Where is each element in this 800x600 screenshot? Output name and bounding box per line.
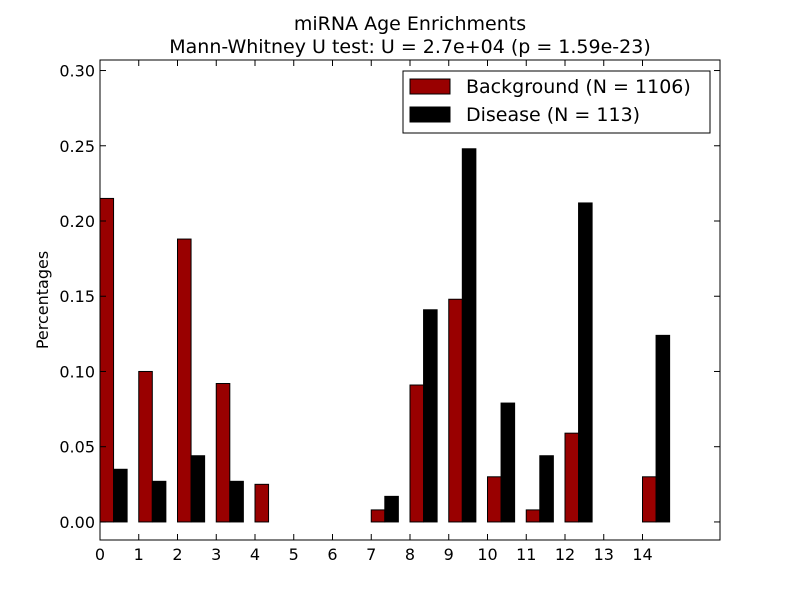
bar-background-10 xyxy=(487,476,502,523)
plot-frame xyxy=(99,59,721,541)
bar-disease-14 xyxy=(655,334,671,523)
x-tick-label: 3 xyxy=(211,545,221,564)
x-tick-label: 12 xyxy=(555,545,575,564)
bar-disease-7 xyxy=(384,495,399,523)
legend-swatch xyxy=(409,106,451,123)
legend-swatch xyxy=(409,78,451,95)
y-tick-label: 0.15 xyxy=(59,287,95,306)
y-tick-label: 0.10 xyxy=(59,362,95,381)
x-tick-label: 14 xyxy=(632,545,652,564)
legend-box xyxy=(402,70,711,134)
bar-disease-8 xyxy=(423,309,438,523)
bar-disease-3 xyxy=(229,480,244,523)
bar-background-7 xyxy=(370,509,386,523)
y-tick-label: 0.05 xyxy=(59,438,95,457)
y-tick-label: 0.30 xyxy=(59,62,95,81)
bar-background-0 xyxy=(99,197,115,523)
bar-background-11 xyxy=(525,509,541,523)
bar-background-14 xyxy=(642,476,657,523)
bar-disease-10 xyxy=(500,402,516,523)
x-tick-label: 8 xyxy=(405,545,415,564)
legend: Background (N = 1106) Disease (N = 113) xyxy=(402,70,711,134)
x-tick-label: 7 xyxy=(366,545,376,564)
bar-background-1 xyxy=(138,370,153,523)
bar-background-2 xyxy=(177,238,192,523)
x-tick-label: 4 xyxy=(250,545,260,564)
x-tick-label: 5 xyxy=(289,545,299,564)
bar-background-9 xyxy=(448,298,463,523)
bar-disease-2 xyxy=(190,455,206,523)
bar-disease-11 xyxy=(539,455,554,523)
x-tick-label: 6 xyxy=(327,545,337,564)
y-tick-label: 0.00 xyxy=(59,513,95,532)
chart-subtitle: Mann-Whitney U test: U = 2.7e+04 (p = 1.… xyxy=(169,36,651,58)
bar-disease-9 xyxy=(461,148,477,523)
x-tick-label: 0 xyxy=(95,545,105,564)
x-tick-label: 1 xyxy=(134,545,144,564)
ticks-group: 0.000.050.100.150.200.250.300 1 2 3 4 5 6 7 8 9 10… xyxy=(59,60,720,564)
x-tick-label: 10 xyxy=(477,545,497,564)
bars-group xyxy=(99,148,671,523)
y-tick-label: 0.25 xyxy=(59,137,95,156)
y-axis-label: Percentages xyxy=(33,251,52,349)
x-tick-label: 11 xyxy=(516,545,536,564)
x-tick-label: 13 xyxy=(594,545,614,564)
y-tick-label: 0.20 xyxy=(59,212,95,231)
bar-disease-0 xyxy=(113,468,128,523)
legend-label: Disease (N = 113) xyxy=(466,104,640,126)
bar-background-12 xyxy=(564,432,580,523)
legend-label: Background (N = 1106) xyxy=(466,76,691,98)
bar-background-4 xyxy=(254,483,270,523)
bar-disease-12 xyxy=(578,202,593,523)
bar-background-8 xyxy=(409,384,425,523)
bar-disease-1 xyxy=(151,480,167,523)
x-tick-label: 9 xyxy=(444,545,454,564)
bar-background-3 xyxy=(215,383,231,523)
x-tick-label: 2 xyxy=(172,545,182,564)
chart-title: miRNA Age Enrichments xyxy=(294,13,526,35)
